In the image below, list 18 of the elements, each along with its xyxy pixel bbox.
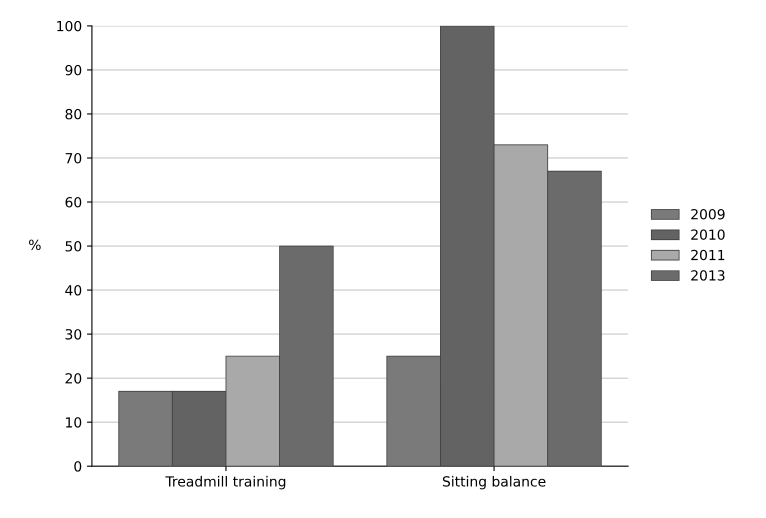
y-tick-label: 10 <box>66 417 82 428</box>
y-tick-label: 30 <box>66 329 82 340</box>
y-tick-label: 60 <box>65 196 82 208</box>
y-tick-label: 90 <box>65 64 82 76</box>
y-tick-label: 40 <box>65 285 82 296</box>
y-tick-label: 80 <box>65 108 82 120</box>
legend-label: 2013 <box>691 270 724 281</box>
legend-label: 2011 <box>691 250 724 260</box>
y-tick-label: 70 <box>66 152 82 164</box>
legend-label: 2010 <box>691 229 725 240</box>
y-tick-label: 20 <box>66 373 82 384</box>
y-tick-label: 50 <box>66 241 82 252</box>
y-axis-title: % <box>29 240 41 250</box>
x-tick-label: Sitting balance <box>442 476 546 490</box>
x-tick-label: Treadmill training <box>165 476 286 490</box>
y-tick-label: 0 <box>74 461 82 472</box>
legend-label: 2009 <box>691 208 725 220</box>
y-tick-label: 100 <box>57 20 82 32</box>
